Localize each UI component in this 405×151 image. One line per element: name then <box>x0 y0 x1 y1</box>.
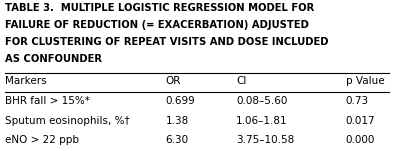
Text: FOR CLUSTERING OF REPEAT VISITS AND DOSE INCLUDED: FOR CLUSTERING OF REPEAT VISITS AND DOSE… <box>5 37 328 47</box>
Text: Sputum eosinophils, %†: Sputum eosinophils, %† <box>5 116 130 126</box>
Text: Markers: Markers <box>5 76 47 85</box>
Text: p Value: p Value <box>345 76 384 85</box>
Text: 1.06–1.81: 1.06–1.81 <box>236 116 287 126</box>
Text: 3.75–10.58: 3.75–10.58 <box>236 135 294 145</box>
Text: BHR fall > 15%*: BHR fall > 15%* <box>5 96 90 106</box>
Text: FAILURE OF REDUCTION (= EXACERBATION) ADJUSTED: FAILURE OF REDUCTION (= EXACERBATION) AD… <box>5 20 309 30</box>
Text: 0.73: 0.73 <box>345 96 368 106</box>
Text: 0.08–5.60: 0.08–5.60 <box>236 96 287 106</box>
Text: eNO > 22 ppb: eNO > 22 ppb <box>5 135 79 145</box>
Text: 1.38: 1.38 <box>165 116 188 126</box>
Text: TABLE 3.  MULTIPLE LOGISTIC REGRESSION MODEL FOR: TABLE 3. MULTIPLE LOGISTIC REGRESSION MO… <box>5 3 314 13</box>
Text: AS CONFOUNDER: AS CONFOUNDER <box>5 54 102 64</box>
Text: OR: OR <box>165 76 181 85</box>
Text: 0.699: 0.699 <box>165 96 195 106</box>
Text: 0.000: 0.000 <box>345 135 374 145</box>
Text: 6.30: 6.30 <box>165 135 188 145</box>
Text: CI: CI <box>236 76 246 85</box>
Text: 0.017: 0.017 <box>345 116 374 126</box>
